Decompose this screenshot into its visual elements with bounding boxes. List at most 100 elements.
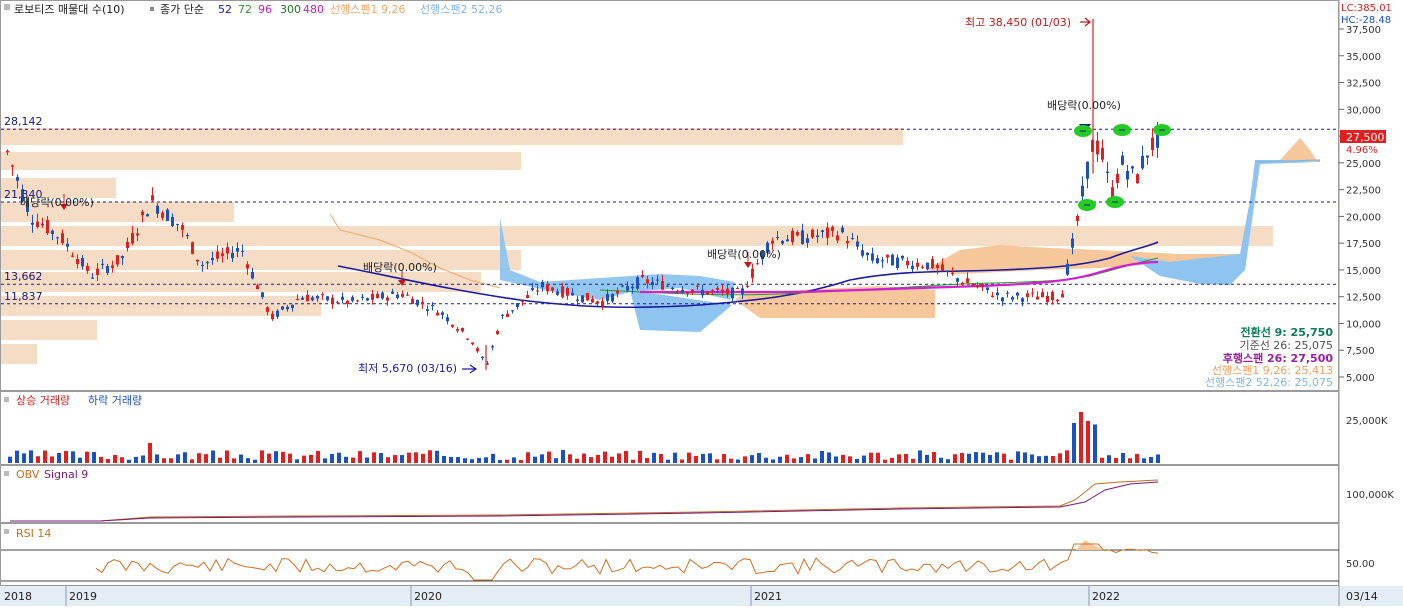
cloud-area (925, 245, 1240, 274)
volume-bar (1023, 452, 1027, 463)
volume-bar (463, 458, 467, 463)
volume-bar (813, 458, 817, 463)
volume-bar (1142, 458, 1146, 463)
volume-bar (1058, 453, 1062, 463)
profile-bar (1, 152, 521, 170)
candle-body (221, 253, 224, 257)
candle-body (951, 273, 954, 275)
candle-body (1056, 299, 1059, 302)
volume-bar (155, 454, 159, 463)
candle-body (336, 302, 339, 304)
candle-body (581, 295, 584, 303)
volume-bar (64, 451, 68, 463)
volume-bar (932, 452, 936, 463)
candle-body (21, 189, 24, 201)
volume-bar (1135, 453, 1139, 463)
volume-bar (1016, 451, 1020, 463)
candle-body (131, 233, 134, 244)
volume-bar (610, 456, 614, 463)
volume-bar (834, 456, 838, 463)
candle-body (941, 264, 944, 271)
level-lines (1, 128, 1339, 305)
profile-bar (1, 320, 97, 340)
candle-body (446, 317, 449, 322)
volume-bar (862, 455, 866, 463)
volume-bar (281, 451, 285, 463)
candle-body (441, 312, 444, 315)
candle-body (186, 234, 189, 237)
volume-bar (1072, 423, 1076, 463)
candle-body (591, 298, 594, 303)
volume-down-title: 하락 거래량 (88, 393, 142, 407)
candle-body (786, 239, 789, 242)
low-arrow (462, 364, 478, 374)
volume-bar (890, 457, 894, 463)
volume-bar (302, 455, 306, 463)
candle-body (81, 257, 84, 267)
volume-panel (0, 391, 1339, 465)
cloud-area (500, 218, 735, 300)
candle-body (596, 301, 599, 304)
volume-bar (484, 457, 488, 463)
candle-body (451, 324, 454, 327)
volume-bar (330, 453, 334, 463)
volume-bar (778, 456, 782, 463)
volume-bar (540, 454, 544, 463)
candle-body (1131, 166, 1134, 169)
x-label-2022: 2022 (1092, 590, 1120, 603)
volume-bar (750, 455, 754, 463)
candle-body (896, 257, 899, 268)
volume-bar (1009, 459, 1013, 463)
candle-body (511, 310, 514, 312)
volume-bar (519, 459, 523, 463)
volume-bar (288, 453, 292, 463)
dividend-marker (398, 280, 406, 286)
candle-body (1101, 148, 1104, 160)
volume-bar (708, 453, 712, 463)
candle-body (766, 242, 769, 253)
volume-bar (407, 452, 411, 463)
candle-body (556, 291, 559, 295)
candle-body (466, 338, 469, 340)
price-tick-label: 37,500 (1346, 25, 1381, 36)
volume-bar (393, 455, 397, 463)
volume-bar (106, 458, 110, 463)
ma-label: 종가 단순 (160, 3, 204, 16)
candle-body (236, 247, 239, 252)
price-tick-label: 5,000 (1346, 373, 1375, 384)
candle-body (831, 226, 834, 231)
volume-bar (869, 452, 873, 463)
candle-body (356, 300, 359, 302)
candle-body (261, 292, 264, 298)
volume-bar (491, 453, 495, 463)
volume-bar (638, 450, 642, 463)
candle-body (176, 223, 179, 225)
volume-bar (1093, 424, 1097, 463)
candle-body (826, 227, 829, 238)
profile-bar (1, 178, 116, 198)
candle-body (1096, 140, 1099, 155)
volume-bar (925, 454, 929, 463)
candle-body (56, 237, 59, 239)
candle-body (471, 342, 474, 345)
candle-body (1126, 170, 1129, 180)
candle-body (226, 247, 229, 254)
candle-body (746, 285, 749, 288)
volume-bar (267, 453, 271, 463)
volume-bar (15, 450, 19, 463)
volume-bar (1121, 452, 1125, 463)
volume-tick: 25,000K (1346, 416, 1388, 427)
span1-label: 선행스팬1 9,26 (330, 3, 405, 16)
candle-body (926, 262, 929, 269)
volume-bar (855, 458, 859, 463)
volume-bar (134, 456, 138, 463)
volume-bar (316, 450, 320, 463)
cloud-area (1280, 138, 1318, 162)
candle-body (801, 230, 804, 245)
volume-bar (995, 452, 999, 463)
candle-body (1061, 293, 1064, 298)
candle-body (296, 298, 299, 301)
volume-bar (960, 452, 964, 463)
volume-bar (715, 459, 719, 463)
